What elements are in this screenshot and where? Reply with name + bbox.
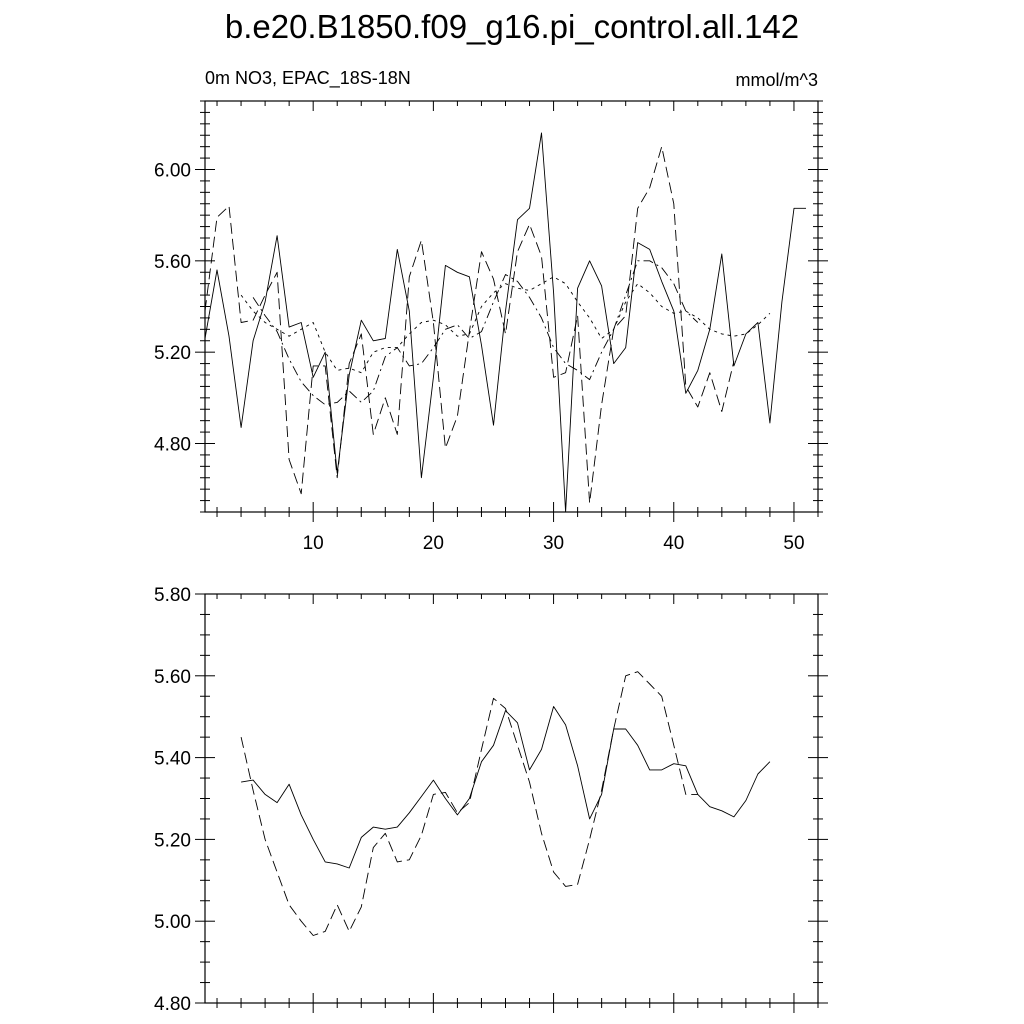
- plot-frame: [204, 100, 819, 513]
- x-tick-label: 20: [423, 533, 444, 554]
- y-tick-label: 5.20: [154, 830, 191, 851]
- x-tick-label: 10: [303, 533, 324, 554]
- plot-frame: [204, 593, 819, 1004]
- y-tick-label: 5.60: [154, 667, 191, 688]
- x-tick-label: 40: [663, 533, 684, 554]
- units-label: mmol/m^3: [736, 70, 818, 90]
- y-tick-label: 4.80: [154, 435, 191, 456]
- y-tick-label: 5.00: [154, 912, 191, 933]
- series-line-dashed: [240, 671, 698, 936]
- y-tick-label: 5.80: [154, 585, 191, 606]
- chart-title: b.e20.B1850.f09_g16.pi_control.all.142: [225, 8, 799, 45]
- series-line-solid: [205, 132, 806, 512]
- y-tick-label: 4.80: [154, 994, 191, 1015]
- x-tick-label: 50: [783, 533, 804, 554]
- bottom-panel: 4.80 5.00 5.20 5.40 5.60 5.80: [154, 585, 828, 1015]
- y-tick-label: 5.20: [154, 343, 191, 364]
- series-line-dotted: [240, 276, 771, 374]
- y-tick-label: 5.40: [154, 749, 191, 770]
- y-tick-label: 6.00: [154, 161, 191, 182]
- series-line-dash-dot: [252, 260, 699, 406]
- series-line-solid: [241, 706, 771, 869]
- x-tick-label: 30: [543, 533, 564, 554]
- series-line-dashed: [205, 146, 735, 504]
- y-tick-label: 5.60: [154, 252, 191, 273]
- top-panel: 10 20 30 40 50 4.80 5.20 5.60 6.00: [154, 100, 828, 554]
- variable-region-label: 0m NO3, EPAC_18S-18N: [205, 68, 411, 89]
